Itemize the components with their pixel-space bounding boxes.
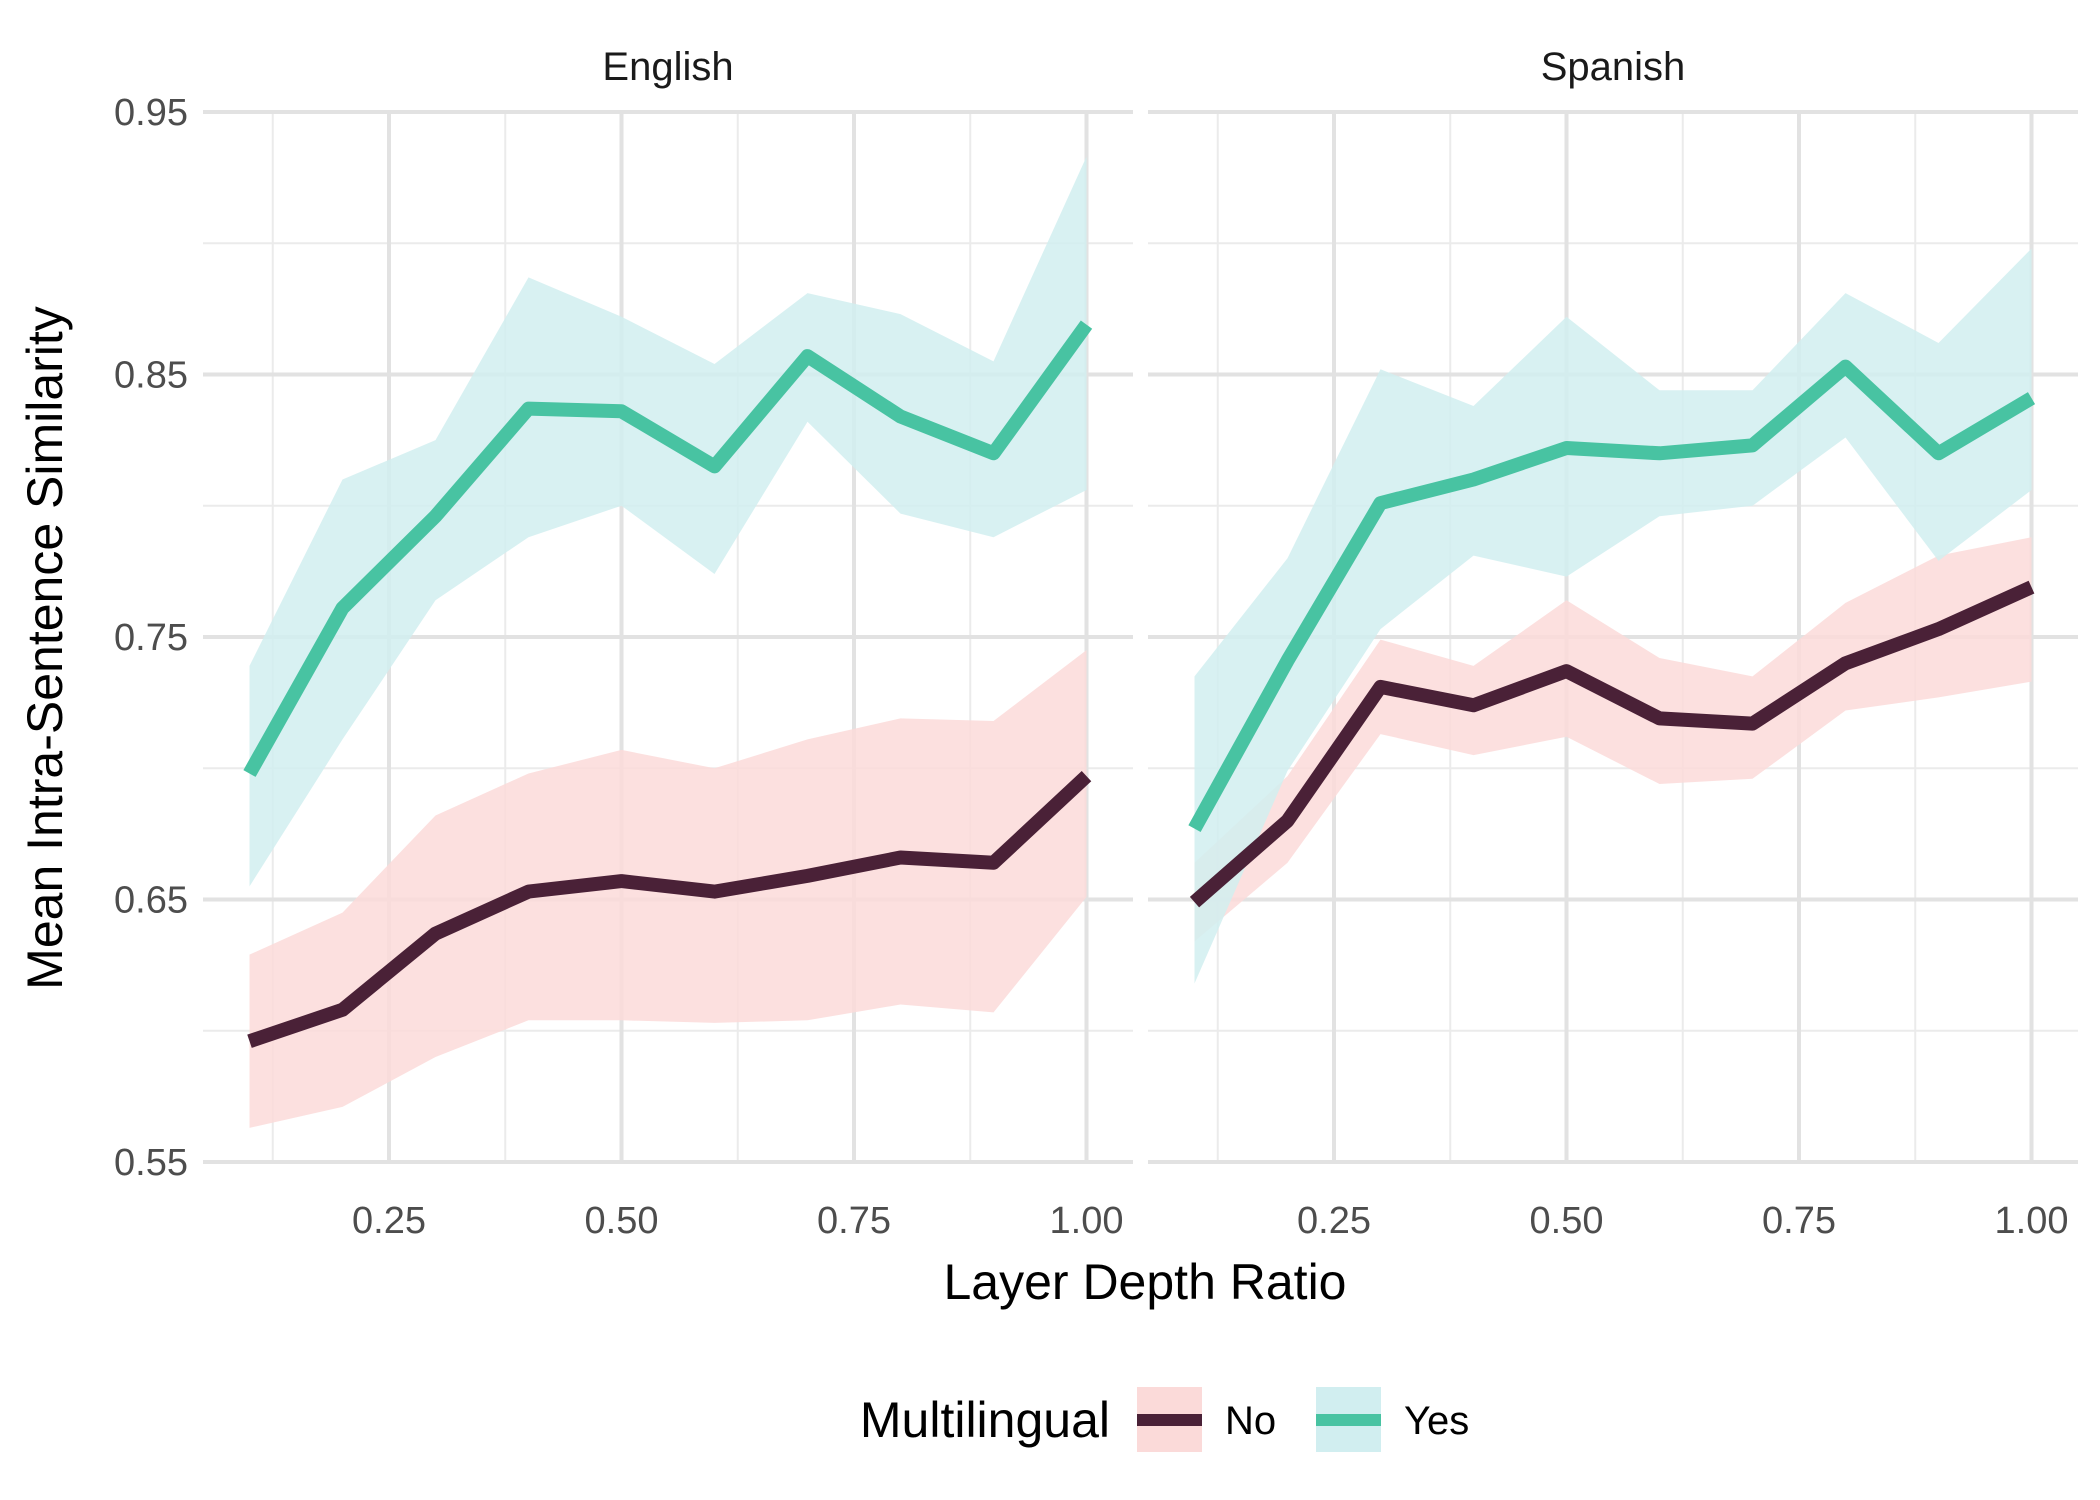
x-tick-label: 0.25 bbox=[1297, 1200, 1371, 1242]
legend-key-yes bbox=[1316, 1387, 1381, 1452]
line-spanish-no bbox=[1189, 580, 2035, 908]
panel-spanish-x-ticks: 0.25 0.50 0.75 1.00 bbox=[1297, 1200, 2068, 1242]
panel-spanish: Spanish 0.25 0.50 0.75 1.00 bbox=[1148, 45, 2078, 1242]
y-tick-label: 0.65 bbox=[114, 880, 188, 922]
y-tick-label: 0.75 bbox=[114, 617, 188, 659]
y-tick-label: 0.95 bbox=[114, 92, 188, 134]
x-tick-label: 0.75 bbox=[1762, 1200, 1836, 1242]
line-spanish-yes bbox=[1188, 359, 2036, 832]
panel-spanish-title: Spanish bbox=[1541, 45, 1686, 89]
ribbon-spanish-no bbox=[1194, 537, 2032, 942]
y-axis-ticks: 0.55 0.65 0.75 0.85 0.95 bbox=[114, 92, 188, 1184]
ribbon-english-yes bbox=[249, 156, 1087, 887]
panel-english-x-ticks: 0.25 0.50 0.75 1.00 bbox=[352, 1200, 1123, 1242]
legend-title: Multilingual bbox=[860, 1392, 1110, 1448]
panel-spanish-ribbons bbox=[1194, 248, 2032, 984]
legend-label-yes: Yes bbox=[1404, 1399, 1469, 1443]
line-english-yes bbox=[243, 320, 1093, 777]
panel-english-title: English bbox=[602, 45, 733, 89]
x-tick-label: 0.50 bbox=[1530, 1200, 1604, 1242]
ribbon-spanish-yes bbox=[1194, 248, 2032, 984]
panel-english: English 0.25 0.50 0.75 1.00 bbox=[203, 45, 1133, 1242]
x-axis-title: Layer Depth Ratio bbox=[943, 1254, 1346, 1310]
panel-english-lines bbox=[243, 320, 1093, 1048]
x-tick-label: 1.00 bbox=[1050, 1200, 1124, 1242]
y-tick-label: 0.55 bbox=[114, 1142, 188, 1184]
y-tick-label: 0.85 bbox=[114, 355, 188, 397]
legend-label-no: No bbox=[1225, 1399, 1276, 1443]
y-axis-title: Mean Intra-Sentence Similarity bbox=[17, 306, 73, 990]
legend: Multilingual No Yes bbox=[860, 1387, 1469, 1452]
x-tick-label: 1.00 bbox=[1995, 1200, 2069, 1242]
line-english-no bbox=[247, 770, 1092, 1048]
panel-spanish-lines bbox=[1188, 359, 2036, 908]
legend-key-no bbox=[1137, 1387, 1202, 1452]
x-tick-label: 0.75 bbox=[817, 1200, 891, 1242]
x-tick-label: 0.50 bbox=[585, 1200, 659, 1242]
x-tick-label: 0.25 bbox=[352, 1200, 426, 1242]
